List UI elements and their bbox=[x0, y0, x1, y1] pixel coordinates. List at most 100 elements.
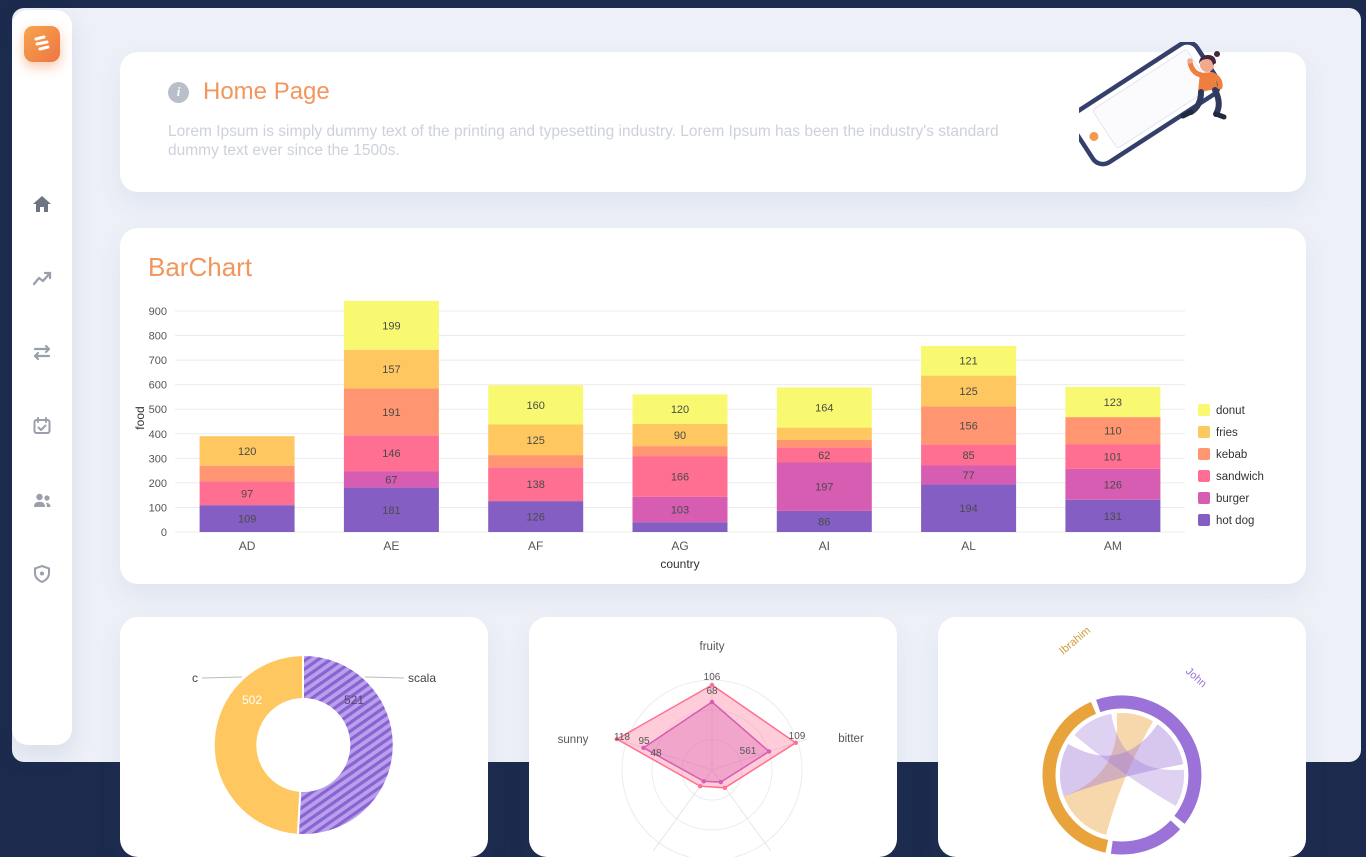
radar-value-label: 106 bbox=[704, 672, 721, 683]
bar-value-label: 90 bbox=[674, 430, 686, 442]
pie-slice-c[interactable] bbox=[212, 653, 304, 836]
bar-segment-donut[interactable] bbox=[488, 385, 584, 425]
bar-segment-hot-dog[interactable] bbox=[776, 510, 872, 532]
x-axis-title: country bbox=[660, 557, 699, 571]
radar-point[interactable] bbox=[766, 749, 772, 754]
bar-segment-donut[interactable] bbox=[1065, 386, 1161, 418]
legend-label: burger bbox=[1216, 493, 1249, 505]
bar-segment-burger[interactable] bbox=[632, 496, 728, 523]
pie-label: scala bbox=[408, 671, 436, 685]
leader-line bbox=[201, 676, 243, 679]
bar-segment-kebab[interactable] bbox=[921, 406, 1017, 445]
bar-segment-donut[interactable] bbox=[632, 394, 728, 425]
radar-point[interactable] bbox=[614, 736, 620, 742]
bar-segment-fries[interactable] bbox=[632, 424, 728, 447]
radar-point[interactable] bbox=[718, 779, 723, 785]
bar-value-label: 110 bbox=[1104, 426, 1122, 438]
bar-segment-kebab[interactable] bbox=[199, 465, 295, 482]
bar-segment-kebab[interactable] bbox=[632, 446, 728, 457]
bar-segment-sandwich[interactable] bbox=[776, 447, 872, 463]
bar-segment-kebab[interactable] bbox=[1065, 417, 1161, 445]
pie-chart-svg: c scala 502 521 bbox=[192, 653, 436, 836]
y-tick-label: 900 bbox=[149, 306, 167, 318]
legend-swatch[interactable] bbox=[1198, 448, 1210, 460]
chord-chart: Ibrahim John bbox=[938, 617, 1306, 857]
bar-value-label: 146 bbox=[382, 448, 400, 460]
bar-segment-sandwich[interactable] bbox=[1065, 444, 1161, 469]
info-icon: i bbox=[168, 81, 189, 103]
bar-segment-donut[interactable] bbox=[921, 345, 1017, 376]
bar-segment-hot-dog[interactable] bbox=[1065, 499, 1161, 532]
bar-segment-sandwich[interactable] bbox=[921, 444, 1017, 466]
sidebar-item-analytics[interactable] bbox=[30, 266, 54, 290]
radar-point[interactable] bbox=[709, 682, 715, 688]
sidebar-item-privacy[interactable] bbox=[30, 562, 54, 586]
bar-segment-fries[interactable] bbox=[199, 436, 295, 466]
y-tick-label: 0 bbox=[161, 527, 167, 539]
bar-segment-hot-dog[interactable] bbox=[632, 522, 728, 532]
x-tick-label: AI bbox=[819, 539, 830, 553]
pie-value: 502 bbox=[242, 693, 262, 707]
legend-swatch[interactable] bbox=[1198, 404, 1210, 416]
bar-segment-sandwich[interactable] bbox=[199, 481, 295, 506]
bar-segment-burger[interactable] bbox=[343, 471, 439, 488]
bar-segment-sandwich[interactable] bbox=[343, 435, 439, 472]
bar-segment-kebab[interactable] bbox=[776, 439, 872, 448]
bar-value-label: 86 bbox=[818, 516, 830, 528]
bar-segment-fries[interactable] bbox=[488, 424, 584, 456]
bar-segment-kebab[interactable] bbox=[343, 388, 439, 436]
bar-segment-fries[interactable] bbox=[343, 349, 439, 389]
bar-segment-fries[interactable] bbox=[776, 427, 872, 440]
bar-segment-hot-dog[interactable] bbox=[921, 484, 1017, 532]
radar-point[interactable] bbox=[722, 785, 728, 790]
sidebar-item-home[interactable] bbox=[30, 192, 54, 216]
radar-point[interactable] bbox=[709, 699, 715, 705]
bar-segment-sandwich[interactable] bbox=[632, 456, 728, 497]
bar-segment-hot-dog[interactable] bbox=[488, 501, 584, 532]
radar-value-label: 109 bbox=[789, 731, 806, 742]
chord-arc-John-2[interactable] bbox=[1110, 820, 1181, 855]
home-card-header: i Home Page bbox=[120, 52, 1306, 106]
bar-segment-burger[interactable] bbox=[1065, 468, 1161, 500]
bar-segment-hot-dog[interactable] bbox=[199, 505, 295, 532]
bar-value-label: 62 bbox=[818, 450, 830, 462]
pie-label: c bbox=[192, 671, 198, 685]
radar-point[interactable] bbox=[641, 745, 646, 750]
bar-value-label: 191 bbox=[382, 407, 400, 419]
radar-value-label: 48 bbox=[650, 748, 662, 759]
radar-point[interactable] bbox=[698, 784, 703, 789]
radar-point[interactable] bbox=[793, 740, 798, 745]
bar-value-label: 199 bbox=[382, 320, 400, 332]
radar-chart-svg: fruity bitter sunny 106 68 118 95 109 48 561 bbox=[558, 641, 864, 857]
bar-segment-fries[interactable] bbox=[921, 375, 1017, 407]
x-tick-label: AE bbox=[383, 539, 399, 553]
legend-swatch[interactable] bbox=[1198, 514, 1210, 526]
radar-axis-label: bitter bbox=[838, 733, 864, 745]
sidebar-item-users[interactable] bbox=[30, 488, 54, 512]
bar-segment-donut[interactable] bbox=[776, 387, 872, 428]
sidebar-item-tasks[interactable] bbox=[30, 414, 54, 438]
bar-segment-burger[interactable] bbox=[921, 465, 1017, 485]
bar-value-label: 138 bbox=[527, 479, 545, 491]
bar-segment-donut[interactable] bbox=[343, 300, 439, 350]
legend-label: donut bbox=[1216, 405, 1246, 417]
legend-swatch[interactable] bbox=[1198, 492, 1210, 504]
pie-slice-scala[interactable] bbox=[296, 653, 395, 836]
shield-icon bbox=[34, 564, 50, 584]
bar-segment-kebab[interactable] bbox=[488, 455, 584, 468]
swap-arrows-icon bbox=[33, 344, 51, 361]
radar-point[interactable] bbox=[701, 779, 706, 784]
legend-swatch[interactable] bbox=[1198, 470, 1210, 482]
bar-value-label: 164 bbox=[815, 403, 833, 415]
legend-swatch[interactable] bbox=[1198, 426, 1210, 438]
bar-value-label: 126 bbox=[1104, 479, 1122, 491]
users-icon bbox=[34, 493, 51, 507]
sidebar-item-transfers[interactable] bbox=[30, 340, 54, 364]
app-logo[interactable] bbox=[24, 26, 60, 62]
bar-value-label: 120 bbox=[238, 446, 256, 458]
home-icon bbox=[33, 196, 51, 212]
bar-segment-burger[interactable] bbox=[776, 462, 872, 511]
bar-segment-sandwich[interactable] bbox=[488, 467, 584, 502]
bar-segment-hot-dog[interactable] bbox=[343, 487, 439, 532]
chord-chart-svg: Ibrahim John bbox=[1042, 625, 1209, 855]
